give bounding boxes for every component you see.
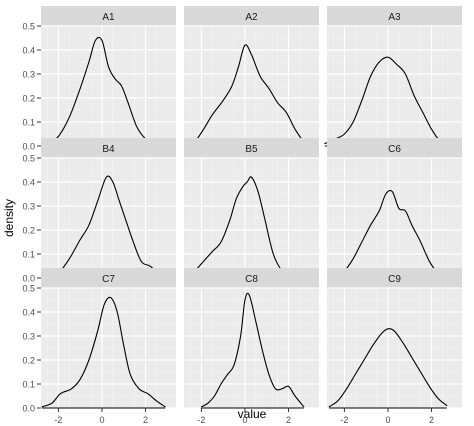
density-line: [184, 176, 292, 278]
x-tick-label: -2: [54, 415, 62, 425]
strip-label: C6: [388, 144, 401, 155]
facet-b5: B5: [184, 138, 319, 279]
x-tick-label: 2: [286, 415, 291, 425]
y-tick-label: 0.1: [22, 380, 35, 390]
density-line: [41, 296, 166, 408]
y-tick-label: 0.2: [22, 94, 35, 104]
facet-a1: A1 0.0 0.1 0.2 0.3 0.4 0.5: [22, 6, 176, 152]
x-tick-label: 0: [385, 415, 390, 425]
density-line: [328, 328, 448, 408]
y-tick-label: 0.0: [22, 404, 35, 414]
density-line: [324, 56, 450, 146]
strip-background: [184, 268, 319, 288]
y-tick-label: 0.2: [22, 226, 35, 236]
y-tick-label: 0.0: [22, 274, 35, 284]
strip-background: [41, 6, 176, 26]
y-tick-label: 0.1: [22, 118, 35, 128]
strip-background: [41, 268, 176, 288]
facet-a2: A2: [184, 6, 319, 147]
density-line: [332, 189, 448, 278]
y-tick-label: 0.1: [22, 250, 35, 260]
x-tick-label: -2: [340, 415, 348, 425]
density-line: [184, 44, 306, 146]
y-tick-label: 0.2: [22, 356, 35, 366]
x-tick-label: 0: [99, 415, 104, 425]
facet-c8: C8 -2 0 2: [184, 268, 319, 425]
strip-label: B5: [245, 144, 258, 155]
x-tick-label: 2: [429, 415, 434, 425]
y-tick-label: 0.3: [22, 202, 35, 212]
strip-label: C8: [245, 274, 258, 285]
facet-c9: C9 -2 0 2: [327, 268, 462, 425]
strip-label: A1: [102, 12, 115, 23]
strip-label: B4: [102, 144, 115, 155]
facets-layer: A1 0.0 0.1 0.2 0.3 0.4 0.5 A2 A3 B4 0.0 0.1 0.2 0.3 0.…: [22, 6, 462, 425]
y-tick-label: 0.3: [22, 70, 35, 80]
y-tick-label: 0.5: [22, 284, 35, 294]
x-tick-label: -2: [197, 415, 205, 425]
y-tick-label: 0.5: [22, 154, 35, 164]
strip-label: A3: [388, 12, 401, 23]
facet-a3: A3: [324, 6, 462, 147]
y-tick-label: 0.4: [22, 308, 35, 318]
facet-c7: C7 0.0 0.1 0.2 0.3 0.4 0.5 -2 0 2: [22, 268, 176, 425]
density-line: [49, 175, 168, 278]
y-axis-title: density: [2, 199, 16, 237]
facet-b4: B4 0.0 0.1 0.2 0.3 0.4 0.5: [22, 138, 176, 284]
strip-background: [41, 138, 176, 158]
strip-label: A2: [245, 12, 258, 23]
density-line: [48, 36, 163, 146]
facet-c6: C6: [327, 138, 462, 279]
strip-label: C7: [102, 274, 115, 285]
x-tick-label: 2: [143, 415, 148, 425]
y-tick-label: 0.4: [22, 46, 35, 56]
y-tick-label: 0.4: [22, 178, 35, 188]
strip-label: C9: [388, 274, 401, 285]
y-tick-label: 0.3: [22, 332, 35, 342]
strip-background: [184, 138, 319, 158]
strip-background: [184, 6, 319, 26]
y-tick-label: 0.5: [22, 22, 35, 32]
x-tick-label: 0: [242, 415, 247, 425]
y-tick-label: 0.0: [22, 142, 35, 152]
density-line: [200, 292, 305, 408]
strip-background: [327, 138, 462, 158]
strip-background: [327, 6, 462, 26]
strip-background: [327, 268, 462, 288]
